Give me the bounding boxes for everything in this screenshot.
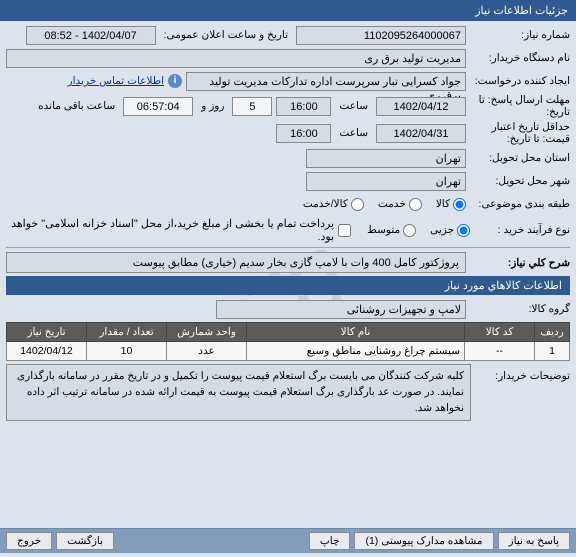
contact-link[interactable]: اطلاعات تماس خریدار: [68, 75, 164, 87]
buyer-note-label: توضیحات خریدار:: [475, 364, 570, 421]
radio-both[interactable]: کالا/خدمت: [303, 198, 364, 211]
info-icon: i: [168, 74, 182, 88]
buyer-note-box: کلیه شرکت کنندگان می بایست برگ استعلام ق…: [6, 364, 471, 421]
days-remaining-field: 5: [232, 97, 272, 116]
items-header: اطلاعات کالاهاي مورد نياز: [6, 276, 570, 295]
th-code: کد کالا: [465, 323, 535, 342]
divider: [6, 247, 570, 248]
purchase-type-label: نوع فرآیند خرید :: [474, 224, 570, 236]
deadline-date-field: 1402/04/12: [376, 97, 466, 116]
cell-row: 1: [535, 342, 570, 361]
back-button[interactable]: بازگشت: [56, 532, 114, 550]
cell-qty: 10: [87, 342, 167, 361]
desc-label: شرح کلي نياز:: [470, 257, 570, 269]
loc-label: استان محل تحویل:: [470, 152, 570, 164]
min-date-label: حداقل تاریخ اعتبار قیمت: تا تاریخ:: [470, 121, 570, 145]
deadline-time-field: 16:00: [276, 97, 331, 116]
desc-field: پروژکتور کامل 400 وات با لامپ گازی بخار …: [6, 252, 466, 273]
class-radio-group: کالا خدمت کالا/خدمت: [303, 198, 466, 211]
loc-field: تهران: [306, 149, 466, 168]
items-table: ردیف کد کالا نام کالا واحد شمارش تعداد /…: [6, 322, 570, 361]
table-row[interactable]: 1 -- سیستم چراغ روشنایی مناطق وسیع عدد 1…: [7, 342, 570, 361]
purchase-radio-group: جزیی متوسط: [367, 224, 470, 237]
th-date: تاریخ نیاز: [7, 323, 87, 342]
th-qty: تعداد / مقدار: [87, 323, 167, 342]
deadline-label: مهلت ارسال پاسخ: تا تاریخ:: [470, 94, 570, 118]
remaining-label: ساعت باقی مانده: [34, 100, 119, 112]
req-no-field: 1102095264000067: [296, 26, 466, 45]
exit-button[interactable]: خروج: [6, 532, 52, 550]
min-date-field: 1402/04/31: [376, 124, 466, 143]
buyer-field: مدیریت تولید برق ری: [6, 49, 466, 68]
cell-date: 1402/04/12: [7, 342, 87, 361]
print-button[interactable]: چاپ: [309, 532, 351, 550]
time-label-1: ساعت: [335, 100, 372, 112]
city-label: شهر محل تحویل:: [470, 175, 570, 187]
th-row: ردیف: [535, 323, 570, 342]
radio-partial[interactable]: جزیی: [430, 224, 470, 237]
time-label-2: ساعت: [335, 127, 372, 139]
radio-medium[interactable]: متوسط: [367, 224, 416, 237]
announce-field: 1402/04/07 - 08:52: [26, 26, 156, 45]
group-field: لامپ و تجهیزات روشنائی: [216, 300, 466, 319]
cell-code: --: [465, 342, 535, 361]
reply-button[interactable]: پاسخ به نیاز: [498, 532, 570, 550]
th-name: نام کالا: [247, 323, 465, 342]
buyer-label: نام دستگاه خریدار:: [470, 52, 570, 64]
footer-toolbar: پاسخ به نیاز مشاهده مدارک پیوستی (1) چاپ…: [0, 528, 576, 553]
radio-goods[interactable]: کالا: [436, 198, 466, 211]
th-unit: واحد شمارش: [167, 323, 247, 342]
group-label: گروه کالا:: [470, 303, 570, 315]
cell-unit: عدد: [167, 342, 247, 361]
attachments-button[interactable]: مشاهده مدارک پیوستی (1): [354, 532, 493, 550]
class-label: طبقه بندی موضوعی:: [470, 198, 570, 210]
form-area: شماره نیاز: 1102095264000067 تاریخ و ساع…: [0, 21, 576, 425]
hhmmss-field: 06:57:04: [123, 97, 193, 116]
announce-label: تاریخ و ساعت اعلان عمومی:: [160, 29, 292, 41]
day-label: روز و: [197, 100, 228, 112]
city-field: تهران: [306, 172, 466, 191]
radio-service[interactable]: خدمت: [378, 198, 422, 211]
min-time-field: 16:00: [276, 124, 331, 143]
cell-name: سیستم چراغ روشنایی مناطق وسیع: [247, 342, 465, 361]
req-no-label: شماره نیاز:: [470, 29, 570, 41]
payment-checkbox[interactable]: پرداخت تمام یا بخشی از مبلغ خرید،از محل …: [6, 217, 351, 243]
panel-header: جزئیات اطلاعات نیاز: [0, 0, 576, 21]
creator-label: ایجاد کننده درخواست:: [470, 75, 570, 87]
creator-field: جواد کسرایی تبار سرپرست اداره تدارکات مد…: [186, 72, 466, 91]
